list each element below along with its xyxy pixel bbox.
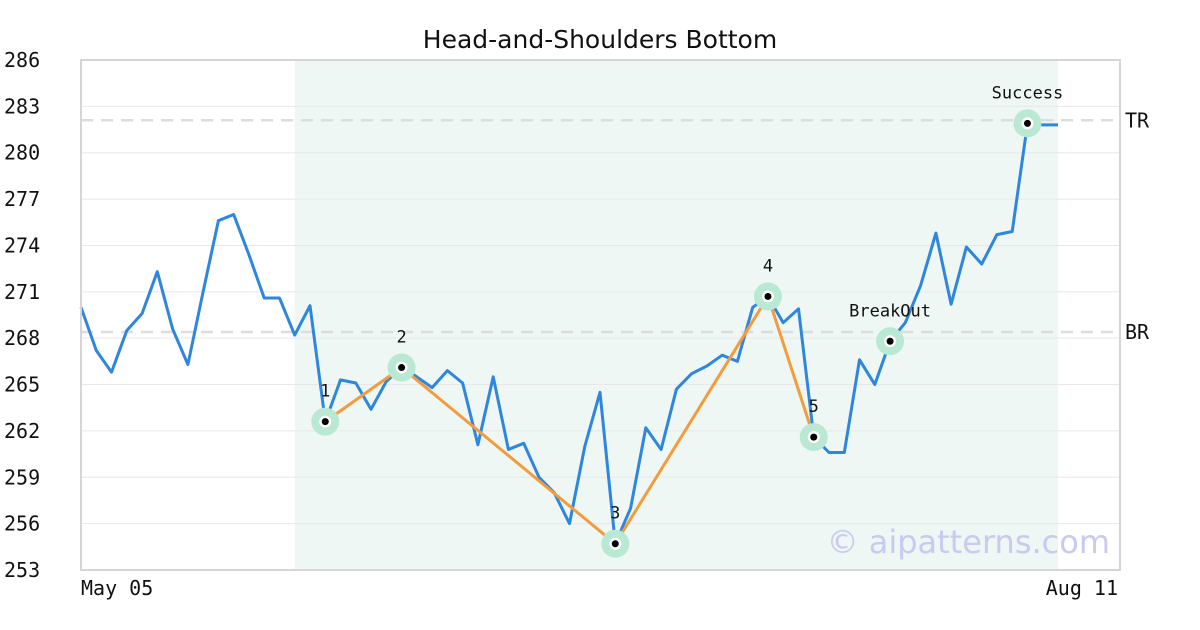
y-tick-label: 253 [4,558,40,582]
watermark: © aipatterns.com [827,523,1110,561]
pattern-point-5-label: 5 [809,397,819,417]
pattern-highlight-layer [294,60,1058,570]
y-tick-label: 271 [4,280,40,304]
level-label-br: BR [1125,320,1150,344]
x-tick-label: May 05 [81,576,153,600]
event-point-success-dot [1023,119,1031,127]
pattern-point-2-dot [398,364,406,372]
pattern-point-4-label: 4 [763,256,773,276]
x-tick-label: Aug 11 [1046,576,1118,600]
pattern-point-4-dot [764,292,772,300]
pattern-point-3-dot [611,540,619,548]
y-tick-label: 283 [4,94,40,118]
event-point-breakout-dot [886,337,894,345]
x-axis-ticks: May 05 Aug 11 [81,576,1118,600]
y-tick-label: 277 [4,187,40,211]
highlight-band [294,60,1058,570]
y-tick-label: 274 [4,233,40,257]
chart-title: Head-and-Shoulders Bottom [423,25,777,54]
y-axis-ticks: 253 256 259 262 265 268 271 274 277 280 283 286 [4,48,40,582]
y-tick-label: 268 [4,326,40,350]
level-lines: TR BR [81,108,1150,344]
level-label-tr: TR [1125,108,1150,132]
pattern-point-2-label: 2 [396,328,406,348]
event-point-breakout-label: BreakOut [849,301,931,321]
pattern-point-3-label: 3 [610,504,620,524]
y-tick-label: 256 [4,512,40,536]
event-point-success-label: Success [992,83,1064,103]
y-tick-label: 286 [4,48,40,72]
pattern-point-1-dot [321,418,329,426]
markers: 1 2 3 4 5 BreakOut Success [311,83,1064,558]
y-tick-label: 280 [4,141,40,165]
pattern-point-5-dot [810,433,818,441]
pattern-point-1-label: 1 [320,382,330,402]
plot-frame [80,59,1121,571]
y-tick-label: 262 [4,419,40,443]
y-tick-label: 259 [4,465,40,489]
y-tick-label: 265 [4,373,40,397]
